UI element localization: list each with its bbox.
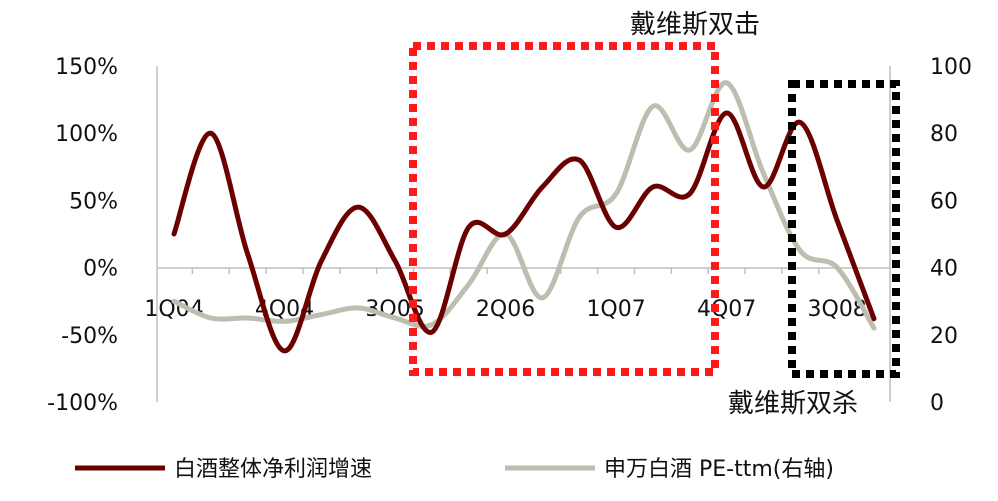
x-tick-label: 2Q06 bbox=[476, 297, 535, 322]
y-left-tick-label: -100% bbox=[47, 391, 118, 416]
series-line-pe-ttm bbox=[174, 83, 874, 328]
legend-label-profit-growth: 白酒整体净利润增速 bbox=[174, 457, 372, 482]
y-right-tick-label: 20 bbox=[930, 324, 958, 349]
y-right-tick-label: 0 bbox=[930, 391, 944, 416]
y-left-tick-label: 50% bbox=[69, 189, 118, 214]
y-left-tick-label: 0% bbox=[83, 257, 118, 282]
x-tick-label: 4Q07 bbox=[697, 297, 756, 322]
y-right-tick-label: 100 bbox=[930, 55, 972, 80]
y-right-tick-label: 80 bbox=[930, 122, 958, 147]
annotation-double-kill: 戴维斯双杀 bbox=[728, 389, 858, 419]
annotation-double-play: 戴维斯双击 bbox=[630, 10, 760, 40]
davis-double-play-box bbox=[413, 46, 715, 372]
y-left-tick-label: 100% bbox=[55, 122, 118, 147]
y-left-tick-label: 150% bbox=[55, 55, 118, 80]
y-right-tick-label: 60 bbox=[930, 189, 958, 214]
y-right-tick-label: 40 bbox=[930, 257, 958, 282]
y-left-tick-label: -50% bbox=[61, 324, 118, 349]
x-tick-label: 1Q07 bbox=[586, 297, 645, 322]
legend-label-pe-ttm: 申万白酒 PE-ttm(右轴) bbox=[604, 457, 834, 482]
